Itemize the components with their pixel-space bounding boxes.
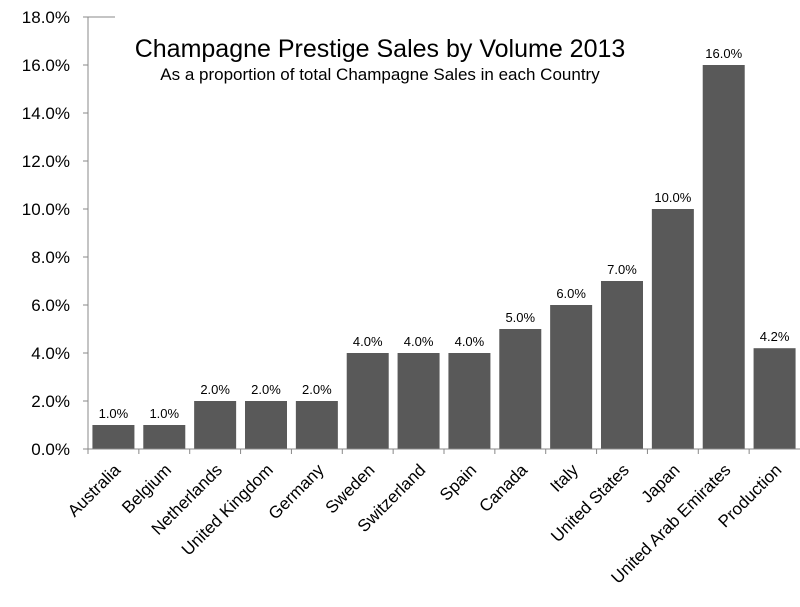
bar [92,425,135,449]
data-label: 2.0% [302,382,332,397]
y-tick-label: 12.0% [22,152,70,171]
y-tick-label: 4.0% [31,344,70,363]
bar [194,401,237,449]
y-axis: 0.0% 2.0% 4.0% 6.0% 8.0% 10.0% 12.0% 14.0% 16.0%… [22,8,115,459]
bar [143,425,186,449]
data-label: 4.2% [760,329,790,344]
bar [295,401,338,449]
y-tick-label: 6.0% [31,296,70,315]
data-label: 7.0% [607,262,637,277]
data-label: 4.0% [353,334,383,349]
x-tick-label: Australia [64,460,125,521]
x-tick-label: Italy [546,460,582,496]
bar [499,329,542,449]
y-tick-label: 10.0% [22,200,70,219]
data-label: 10.0% [654,190,691,205]
bar [397,353,440,449]
data-label: 6.0% [556,286,586,301]
y-tick-label: 14.0% [22,104,70,123]
data-label: 2.0% [251,382,281,397]
y-tick-label: 18.0% [22,8,70,27]
data-label: 5.0% [505,310,535,325]
chart-subtitle: As a proportion of total Champagne Sales… [160,65,600,84]
bar [753,348,796,449]
x-tick-label: United Kingdom [178,460,277,559]
x-tick-label: Japan [637,460,683,506]
bar [550,305,593,449]
x-tick-label: Canada [476,460,532,516]
bar [346,353,389,449]
chart-title: Champagne Prestige Sales by Volume 2013 [135,35,626,63]
data-label: 16.0% [705,46,742,61]
data-label: 1.0% [99,406,129,421]
bar [245,401,287,449]
data-labels: 1.0% 1.0% 2.0% 2.0% 2.0% 4.0% 4.0% 4.0% 5.0% 6.0%… [99,46,790,421]
bar [651,209,694,449]
x-tick-label: Spain [436,460,480,504]
bar [702,65,745,449]
data-label: 1.0% [149,406,179,421]
y-tick-label: 0.0% [31,440,70,459]
bar [448,353,491,449]
y-tick-label: 2.0% [31,392,70,411]
data-label: 4.0% [404,334,434,349]
x-tick-label: Germany [265,460,328,523]
bars [92,65,796,449]
bar [601,281,643,449]
data-label: 4.0% [455,334,485,349]
y-tick-label: 8.0% [31,248,70,267]
data-label: 2.0% [200,382,230,397]
y-tick-label: 16.0% [22,56,70,75]
